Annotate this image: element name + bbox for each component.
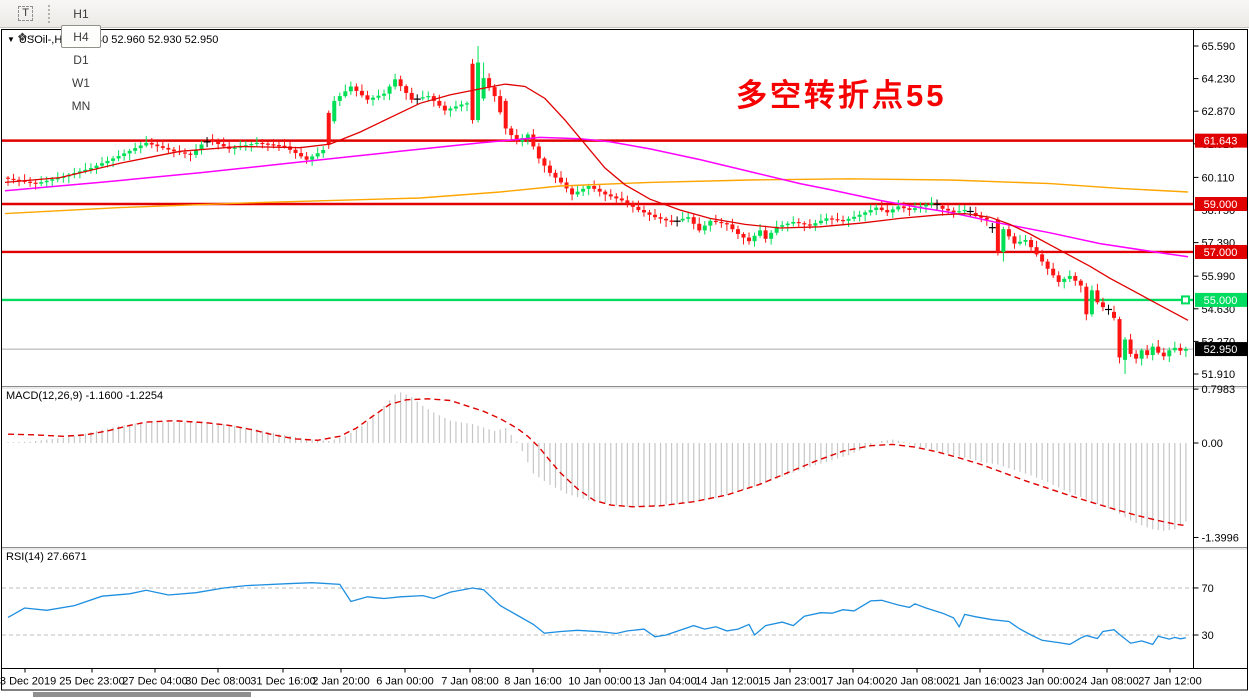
level-55.000-badge	[1195, 292, 1247, 307]
price-tick-55.990: 55.990	[1202, 271, 1236, 283]
level-55.000-badge-label: 55.000	[1204, 295, 1238, 307]
timeframe-button-mn[interactable]: MN	[71, 98, 91, 113]
level-61.643-badge	[1195, 133, 1247, 148]
rsi-indicator-label: RSI(14) 27.6671	[6, 551, 87, 563]
symbol-dropdown-arrow-icon[interactable]: ▼	[7, 35, 15, 44]
rsi-line	[7, 582, 1187, 646]
ma-mid-magenta-line	[4, 136, 1189, 258]
bottom-scrollbar[interactable]	[33, 692, 251, 697]
time-label-0: 23 Dec 2019	[0, 676, 56, 688]
time-label-9: 10 Jan 00:00	[568, 676, 632, 688]
chart-window-frame	[1, 29, 1248, 691]
ma-slow-orange-line	[4, 178, 1189, 215]
drawing-tools-group: AT❖▾	[8, 0, 43, 48]
time-label-17: 24 Jan 08:00	[1075, 676, 1139, 688]
macd-tick-0.00: 0.00	[1202, 438, 1223, 450]
toolbar: AT❖▾ M1M5M15M30H1H4D1W1MN	[0, 0, 1249, 113]
toolbar-grip-icon[interactable]	[48, 4, 53, 23]
ma-fast-red-line	[4, 83, 1189, 321]
time-label-8: 8 Jan 16:00	[504, 676, 562, 688]
time-label-1: 25 Dec 23:00	[59, 676, 124, 688]
rsi-tick-30: 30	[1202, 630, 1214, 642]
macd-signal-line	[7, 398, 1187, 527]
rsi-tick-70: 70	[1202, 583, 1214, 595]
time-label-18: 27 Jan 12:00	[1138, 676, 1202, 688]
chart-annotation-text[interactable]: 多空转折点55	[736, 78, 947, 113]
price-tick-62.870: 62.870	[1202, 106, 1236, 118]
hline-handle-55.000[interactable]	[1181, 295, 1190, 305]
current-price-badge-label: 52.950	[1204, 344, 1238, 356]
shapes-tool-button[interactable]: ❖ ▾	[9, 25, 42, 48]
time-label-4: 31 Dec 16:00	[250, 676, 315, 688]
time-label-6: 6 Jan 00:00	[376, 676, 434, 688]
price-tick-51.910: 51.910	[1202, 369, 1236, 381]
level-59.000-badge	[1195, 197, 1247, 212]
timeframe-button-d1[interactable]: D1	[73, 52, 89, 67]
text-box-tool-icon: T	[18, 6, 33, 21]
text-box-tool-button[interactable]: T	[9, 2, 42, 25]
level-61.643-badge-label: 61.643	[1204, 136, 1238, 148]
dropdown-caret-icon[interactable]: ▾	[30, 33, 35, 41]
chart-background	[0, 28, 1249, 698]
macd-tick-0.7983: 0.7983	[1202, 384, 1236, 396]
macd-histogram	[7, 392, 1187, 531]
time-label-16: 23 Jan 00:00	[1011, 676, 1075, 688]
time-label-2: 27 Dec 04:00	[122, 676, 187, 688]
price-tick-65.590: 65.590	[1202, 41, 1236, 53]
time-label-13: 17 Jan 04:00	[821, 676, 885, 688]
timeframe-button-w1[interactable]: W1	[71, 75, 90, 90]
timeframe-group: M1M5M15M30H1H4D1W1MN	[60, 0, 101, 117]
timeframe-button-h1[interactable]: H1	[73, 6, 89, 21]
symbol-name: USOil-,H4	[18, 34, 69, 46]
time-label-7: 7 Jan 08:00	[441, 676, 499, 688]
shapes-tool-icon: ❖	[17, 29, 28, 44]
macd-indicator-label: MACD(12,26,9) -1.1600 -1.2254	[6, 390, 164, 402]
time-label-14: 20 Jan 08:00	[885, 676, 949, 688]
timeframe-button-h4[interactable]: H4	[61, 25, 101, 48]
level-57.000-badge	[1195, 244, 1247, 259]
macd-tick--1.3996: -1.3996	[1202, 532, 1239, 544]
time-label-15: 21 Jan 16:00	[948, 676, 1012, 688]
price-tick-60.110: 60.110	[1202, 172, 1235, 184]
time-label-12: 15 Jan 23:00	[758, 676, 822, 688]
level-57.000-badge-label: 57.000	[1204, 247, 1238, 259]
time-label-10: 13 Jan 04:00	[633, 676, 697, 688]
level-59.000-badge-label: 59.000	[1204, 199, 1238, 211]
time-label-11: 14 Jan 12:00	[695, 676, 759, 688]
chart-canvas[interactable]: 65.59064.23062.87061.51060.11058.75057.3…	[0, 28, 1249, 698]
time-label-5: 2 Jan 20:00	[312, 676, 370, 688]
price-tick-64.230: 64.230	[1202, 74, 1236, 86]
current-price-badge	[1195, 342, 1247, 357]
time-label-3: 30 Dec 08:00	[185, 676, 250, 688]
